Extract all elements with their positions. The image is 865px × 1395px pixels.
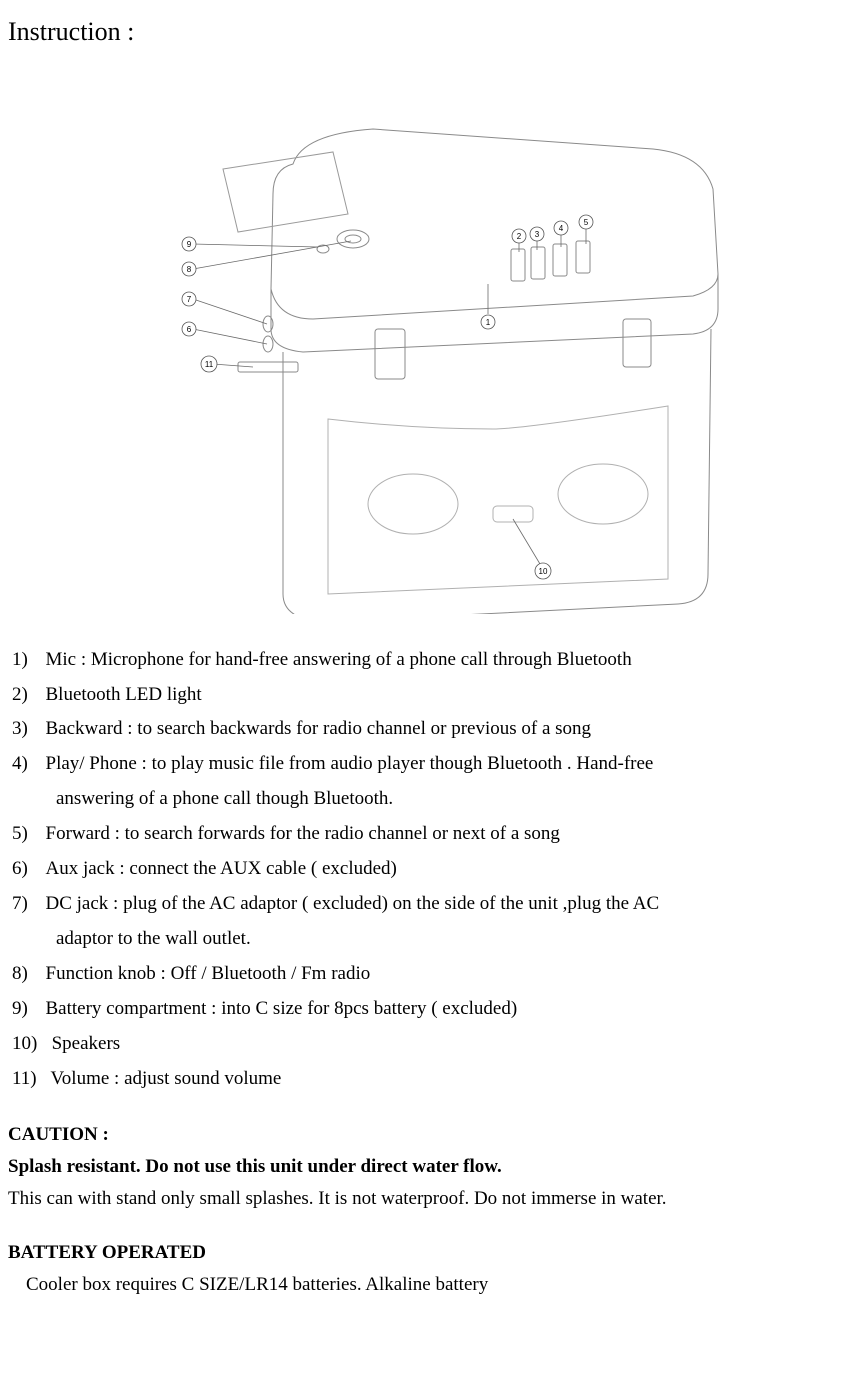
- list-item-text: Mic : Microphone for hand-free answering…: [36, 649, 632, 670]
- list-item-number: 1): [12, 644, 36, 676]
- list-item-continuation: adaptor to the wall outlet.: [12, 923, 857, 955]
- product-diagram: 9 8 7 6 11 1 2 3 4 5 10: [93, 74, 773, 614]
- list-item-text: Volume : adjust sound volume: [37, 1068, 282, 1089]
- callout-4: 4: [558, 224, 563, 233]
- callout-11: 11: [204, 360, 213, 369]
- list-item: 8) Function knob : Off / Bluetooth / Fm …: [12, 958, 857, 990]
- list-item-number: 3): [12, 713, 36, 745]
- list-item-text: Backward : to search backwards for radio…: [36, 718, 591, 739]
- list-item: 1) Mic : Microphone for hand-free answer…: [12, 644, 857, 676]
- list-item: 9) Battery compartment : into C size for…: [12, 993, 857, 1025]
- page-title: Instruction :: [8, 10, 857, 54]
- callout-3: 3: [534, 230, 539, 239]
- list-item-number: 2): [12, 679, 36, 711]
- callout-7: 7: [186, 295, 191, 304]
- caution-heading: CAUTION :: [8, 1119, 857, 1151]
- list-item-continuation: answering of a phone call though Bluetoo…: [12, 783, 857, 815]
- callout-8: 8: [186, 265, 191, 274]
- list-item-number: 11): [12, 1063, 37, 1095]
- callout-5: 5: [583, 218, 588, 227]
- caution-bold-line: Splash resistant. Do not use this unit u…: [8, 1151, 857, 1183]
- instruction-list: 1) Mic : Microphone for hand-free answer…: [8, 644, 857, 1095]
- battery-heading: BATTERY OPERATED: [8, 1237, 857, 1269]
- callout-1: 1: [485, 318, 490, 327]
- list-item-text: Bluetooth LED light: [36, 684, 202, 705]
- callout-10: 10: [538, 567, 547, 576]
- list-item-text: Function knob : Off / Bluetooth / Fm rad…: [36, 963, 370, 984]
- list-item-text: Play/ Phone : to play music file from au…: [36, 753, 653, 774]
- list-item-number: 7): [12, 888, 36, 920]
- list-item-text: Forward : to search forwards for the rad…: [36, 823, 560, 844]
- list-item-text: Speakers: [37, 1033, 120, 1054]
- list-item-number: 5): [12, 818, 36, 850]
- list-item: 4) Play/ Phone : to play music file from…: [12, 748, 857, 780]
- list-item: 11) Volume : adjust sound volume: [12, 1063, 857, 1095]
- callout-9: 9: [186, 240, 191, 249]
- list-item: 5) Forward : to search forwards for the …: [12, 818, 857, 850]
- caution-line: This can with stand only small splashes.…: [8, 1183, 857, 1215]
- list-item-number: 6): [12, 853, 36, 885]
- callout-6: 6: [186, 325, 191, 334]
- list-item-text: Aux jack : connect the AUX cable ( exclu…: [36, 858, 397, 879]
- list-item-number: 4): [12, 748, 36, 780]
- list-item-text: DC jack : plug of the AC adaptor ( exclu…: [36, 893, 659, 914]
- list-item: 7) DC jack : plug of the AC adaptor ( ex…: [12, 888, 857, 920]
- list-item-number: 9): [12, 993, 36, 1025]
- list-item-text: Battery compartment : into C size for 8p…: [36, 998, 517, 1019]
- callout-2: 2: [516, 232, 521, 241]
- battery-line: Cooler box requires C SIZE/LR14 batterie…: [8, 1269, 857, 1301]
- list-item-number: 10): [12, 1028, 37, 1060]
- list-item: 3) Backward : to search backwards for ra…: [12, 713, 857, 745]
- list-item-number: 8): [12, 958, 36, 990]
- list-item: 10) Speakers: [12, 1028, 857, 1060]
- cooler-box-line-drawing: 9 8 7 6 11 1 2 3 4 5 10: [93, 74, 773, 614]
- list-item: 2) Bluetooth LED light: [12, 679, 857, 711]
- list-item: 6) Aux jack : connect the AUX cable ( ex…: [12, 853, 857, 885]
